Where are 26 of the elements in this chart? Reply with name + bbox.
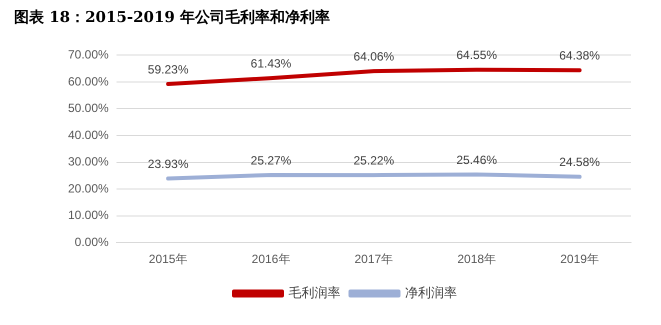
data-label: 25.46% <box>456 152 498 167</box>
data-label: 24.58% <box>559 155 600 170</box>
legend-label: 净利润率 <box>405 284 457 301</box>
x-tick-label: 2018年 <box>457 252 496 266</box>
y-tick-label: 70.00% <box>68 48 110 62</box>
x-tick-label: 2019年 <box>560 252 599 266</box>
y-tick-label: 30.00% <box>68 154 110 169</box>
chart-title: 图表 18：2015-2019 年公司毛利率和净利率 <box>14 8 330 27</box>
x-tick-label: 2015年 <box>148 252 188 266</box>
data-label: 64.55% <box>456 48 498 62</box>
y-tick-label: 20.00% <box>68 181 110 196</box>
data-label: 61.43% <box>250 56 292 70</box>
y-tick-label: 50.00% <box>68 101 110 116</box>
y-tick-label: 0.00% <box>74 234 110 249</box>
y-tick-label: 60.00% <box>68 74 110 88</box>
y-tick-label: 40.00% <box>68 128 110 142</box>
x-tick-label: 2016年 <box>252 252 290 266</box>
data-label: 64.38% <box>559 48 600 63</box>
y-tick-label: 10.00% <box>68 208 110 222</box>
x-tick-label: 2017年 <box>354 252 394 266</box>
legend-label: 毛利润率 <box>288 284 340 301</box>
data-label: 59.23% <box>148 62 189 76</box>
data-label: 64.06% <box>354 49 395 64</box>
data-label: 23.93% <box>148 156 189 171</box>
data-label: 25.22% <box>354 153 395 168</box>
data-label: 25.27% <box>250 153 292 168</box>
